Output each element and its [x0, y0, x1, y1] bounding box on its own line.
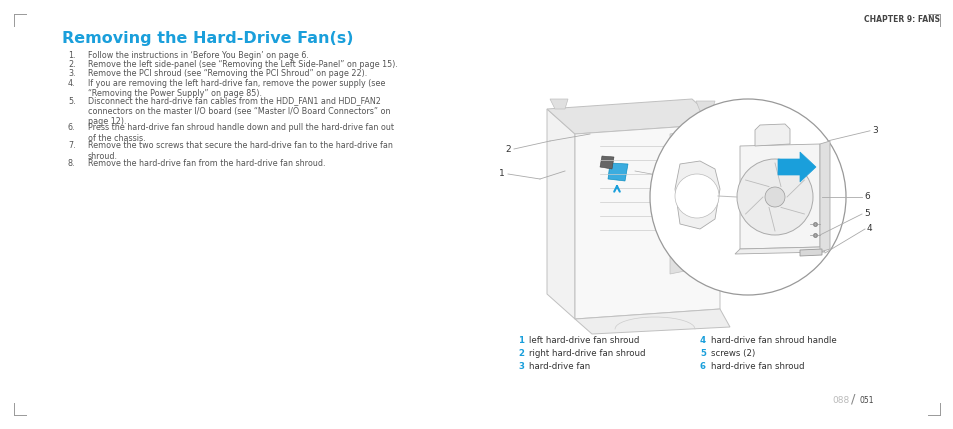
Text: 5.: 5.	[68, 97, 75, 106]
Text: left hard-drive fan shroud: left hard-drive fan shroud	[529, 336, 639, 345]
Polygon shape	[675, 161, 720, 229]
Polygon shape	[546, 99, 720, 134]
Text: CHAPTER 9: FANS: CHAPTER 9: FANS	[863, 15, 939, 24]
Text: hard-drive fan shroud handle: hard-drive fan shroud handle	[710, 336, 836, 345]
Text: 6: 6	[863, 193, 869, 202]
Text: 5: 5	[700, 349, 705, 358]
Text: 2.: 2.	[68, 60, 75, 69]
Text: Remove the left side-panel (see “Removing the Left Side-Panel” on page 15).: Remove the left side-panel (see “Removin…	[88, 60, 397, 69]
Text: Remove the hard-drive fan from the hard-drive fan shroud.: Remove the hard-drive fan from the hard-…	[88, 160, 325, 169]
Text: Follow the instructions in ‘Before You Begin’ on page 6.: Follow the instructions in ‘Before You B…	[88, 51, 309, 60]
Polygon shape	[669, 124, 720, 274]
Text: /: /	[850, 392, 855, 405]
Text: 6: 6	[700, 362, 705, 371]
Text: 4: 4	[700, 336, 705, 345]
Text: Removing the Hard-Drive Fan(s): Removing the Hard-Drive Fan(s)	[62, 31, 354, 46]
Polygon shape	[740, 144, 820, 249]
Text: 3: 3	[871, 126, 877, 135]
Text: 7.: 7.	[68, 142, 75, 151]
Text: 2: 2	[517, 349, 523, 358]
Text: 3: 3	[517, 362, 523, 371]
Text: 1: 1	[498, 169, 504, 178]
Text: 1.: 1.	[68, 51, 75, 60]
Polygon shape	[546, 109, 575, 319]
Circle shape	[675, 174, 719, 218]
Polygon shape	[778, 152, 815, 182]
Polygon shape	[800, 249, 821, 256]
Polygon shape	[820, 141, 829, 252]
Text: 4: 4	[866, 224, 872, 233]
Circle shape	[737, 159, 812, 235]
Text: Remove the two screws that secure the hard-drive fan to the hard-drive fan
shrou: Remove the two screws that secure the ha…	[88, 142, 393, 161]
Polygon shape	[575, 124, 720, 319]
Text: hard-drive fan shroud: hard-drive fan shroud	[710, 362, 803, 371]
Polygon shape	[599, 156, 614, 169]
Polygon shape	[754, 124, 789, 146]
Polygon shape	[696, 101, 714, 111]
Text: 8.: 8.	[68, 160, 75, 169]
Text: Disconnect the hard-drive fan cables from the HDD_FAN1 and HDD_FAN2
connectors o: Disconnect the hard-drive fan cables fro…	[88, 97, 390, 127]
Text: 1: 1	[517, 336, 523, 345]
Text: 4.: 4.	[68, 79, 75, 88]
Text: screws (2): screws (2)	[710, 349, 755, 358]
Polygon shape	[734, 247, 824, 254]
Circle shape	[764, 187, 784, 207]
Text: 6.: 6.	[68, 124, 75, 133]
Polygon shape	[575, 309, 729, 334]
Polygon shape	[550, 99, 567, 109]
Text: 2: 2	[505, 145, 511, 154]
Text: right hard-drive fan shroud: right hard-drive fan shroud	[529, 349, 645, 358]
Text: If you are removing the left hard-drive fan, remove the power supply (see
“Remov: If you are removing the left hard-drive …	[88, 79, 385, 98]
Text: hard-drive fan: hard-drive fan	[529, 362, 590, 371]
Text: Remove the PCI shroud (see “Removing the PCI Shroud” on page 22).: Remove the PCI shroud (see “Removing the…	[88, 69, 367, 79]
Circle shape	[649, 99, 845, 295]
Text: 3.: 3.	[68, 69, 75, 79]
Text: Press the hard-drive fan shroud handle down and pull the hard-drive fan out
of t: Press the hard-drive fan shroud handle d…	[88, 124, 394, 143]
Text: 051: 051	[859, 396, 874, 405]
Text: 5: 5	[863, 209, 869, 218]
Polygon shape	[607, 163, 627, 181]
Text: 088: 088	[832, 396, 849, 405]
